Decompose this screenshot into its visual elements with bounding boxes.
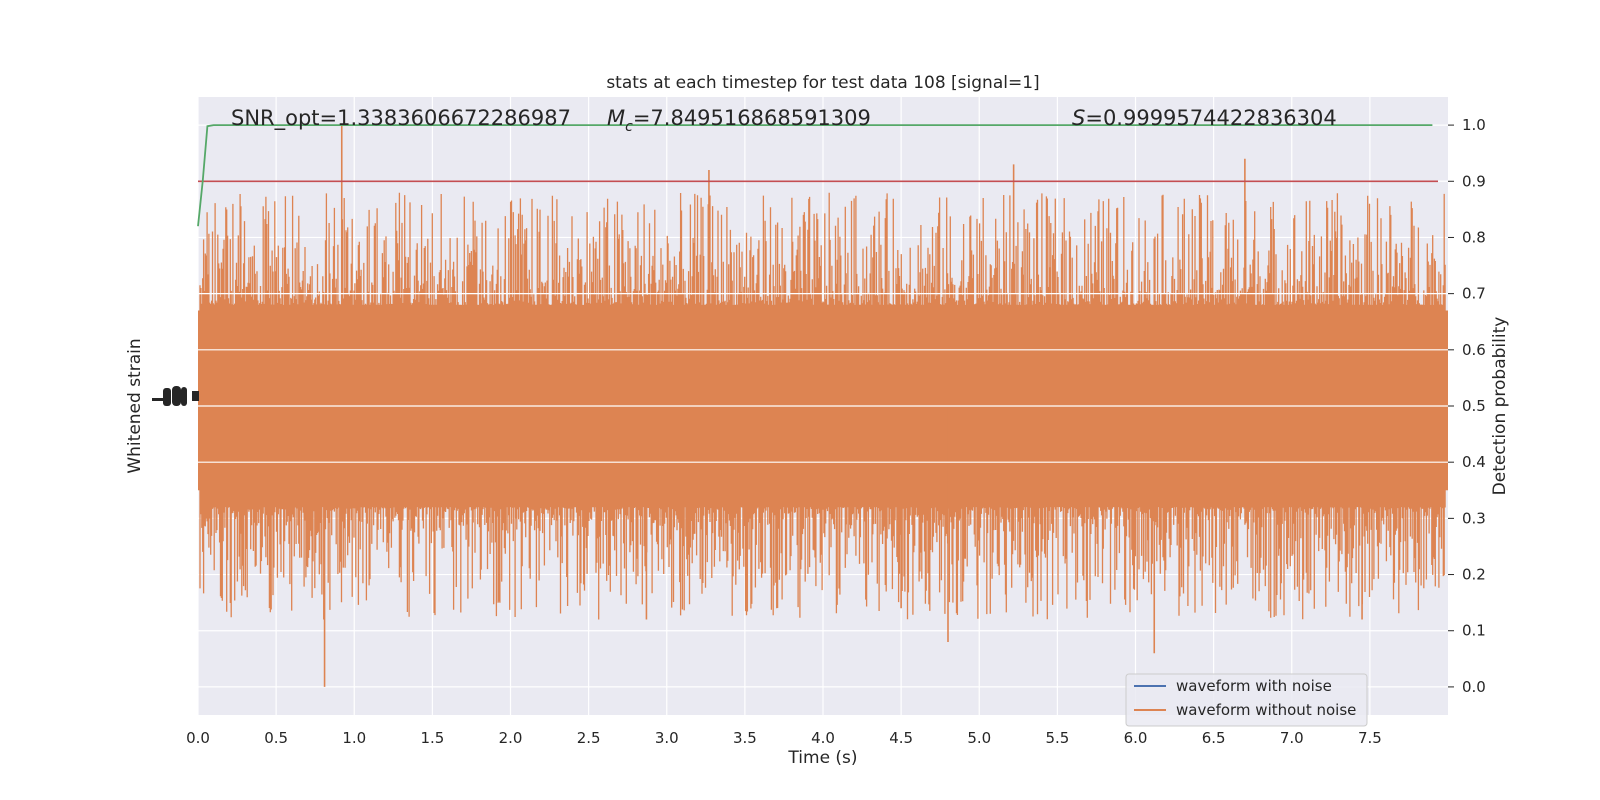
y-tick-label-0: 0.0 — [1462, 678, 1486, 696]
x-axis-label: Time (s) — [787, 748, 857, 768]
chart-title: stats at each timestep for test data 108… — [606, 73, 1039, 93]
waveform-core — [198, 310, 1448, 491]
y-tick-label-3: 0.3 — [1462, 509, 1486, 527]
y-tick-label-6: 0.6 — [1462, 341, 1486, 359]
chirp-mass-annotation: Mc=7.849516868591309 — [607, 106, 871, 135]
y-axis-left-label: Whitened strain — [125, 338, 145, 473]
y-tick-label-10: 1.0 — [1462, 116, 1486, 134]
x-tick-label-0: 0.0 — [186, 729, 210, 747]
y-axis-right-ticks: 0.0 0.1 0.2 0.3 0.4 0.5 0.6 0.7 0.8 0.9 1.0 — [1448, 116, 1486, 696]
x-tick-label-12: 6.0 — [1124, 729, 1148, 747]
mc-subscript: c — [625, 119, 633, 135]
legend: waveform with noise waveform without noi… — [1125, 673, 1368, 727]
x-tick-label-10: 5.0 — [967, 729, 991, 747]
s-symbol: S — [1072, 106, 1085, 130]
x-tick-label-3: 1.5 — [420, 729, 444, 747]
snr-annotation: SNR_opt=1.3383606672286987 — [231, 106, 571, 131]
x-axis-ticks: 0.0 0.5 1.0 1.5 2.0 2.5 3.0 3.5 4.0 4.5 5.0 5.5 6.0 6… — [186, 729, 1382, 747]
left-axis-tick-cluster — [152, 386, 199, 406]
x-tick-label-15: 7.5 — [1358, 729, 1382, 747]
y-tick-label-5: 0.5 — [1462, 397, 1486, 415]
series-waveform-without-noise — [198, 125, 1448, 687]
x-tick-label-5: 2.5 — [577, 729, 601, 747]
y-tick-label-1: 0.1 — [1462, 622, 1486, 640]
y-tick-label-8: 0.8 — [1462, 228, 1486, 246]
y-tick-label-9: 0.9 — [1462, 172, 1486, 190]
mc-symbol: M — [607, 106, 625, 130]
x-tick-label-2: 1.0 — [342, 729, 366, 747]
x-tick-label-6: 3.0 — [655, 729, 679, 747]
probability-overlays — [197, 124, 1438, 227]
y-axis-right-label: Detection probability — [1490, 317, 1510, 496]
s-value: =0.9999574422836304 — [1085, 106, 1336, 130]
mc-value: =7.849516868591309 — [633, 106, 871, 130]
y-tick-label-7: 0.7 — [1462, 285, 1486, 303]
x-tick-label-13: 6.5 — [1202, 729, 1226, 747]
x-tick-label-11: 5.5 — [1045, 729, 1069, 747]
x-tick-label-7: 3.5 — [733, 729, 757, 747]
legend-label-with-noise: waveform with noise — [1176, 677, 1332, 695]
detection-probability-line — [197, 124, 1433, 227]
x-tick-label-14: 7.0 — [1280, 729, 1304, 747]
s-annotation: S=0.9999574422836304 — [1072, 106, 1337, 130]
legend-label-without-noise: waveform without noise — [1176, 701, 1356, 719]
x-tick-label-4: 2.0 — [499, 729, 523, 747]
x-tick-label-1: 0.5 — [264, 729, 288, 747]
y-tick-label-4: 0.4 — [1462, 453, 1486, 471]
x-tick-label-8: 4.0 — [811, 729, 835, 747]
x-tick-label-9: 4.5 — [889, 729, 913, 747]
y-tick-label-2: 0.2 — [1462, 566, 1486, 584]
